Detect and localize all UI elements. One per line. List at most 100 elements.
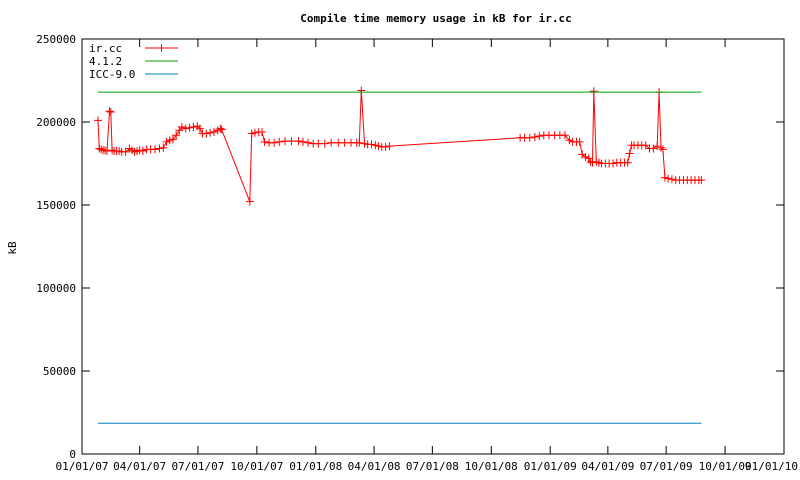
data-point bbox=[247, 129, 256, 138]
data-point bbox=[374, 142, 383, 151]
data-point bbox=[177, 122, 186, 131]
data-point bbox=[298, 137, 307, 146]
data-point bbox=[575, 137, 584, 146]
x-tick-label: 07/01/08 bbox=[406, 460, 459, 473]
x-tick-label: 01/01/09 bbox=[524, 460, 577, 473]
y-tick-label: 200000 bbox=[36, 116, 76, 129]
data-point bbox=[206, 128, 215, 137]
data-point bbox=[287, 137, 296, 146]
data-point bbox=[589, 87, 598, 96]
data-point bbox=[304, 138, 313, 147]
data-point bbox=[381, 142, 390, 151]
data-point bbox=[327, 138, 336, 147]
data-point bbox=[367, 140, 376, 149]
data-point bbox=[108, 146, 117, 155]
data-point bbox=[102, 147, 111, 156]
x-tick-label: 07/01/09 bbox=[640, 460, 693, 473]
data-point bbox=[625, 149, 634, 158]
chart-title: Compile time memory usage in kB for ir.c… bbox=[300, 12, 572, 25]
data-point bbox=[172, 131, 181, 140]
data-point bbox=[245, 197, 254, 206]
data-point bbox=[195, 124, 204, 133]
data-point bbox=[138, 147, 147, 156]
x-tick-label: 10/01/07 bbox=[230, 460, 283, 473]
data-point bbox=[385, 142, 394, 151]
legend-label: ICC-9.0 bbox=[89, 68, 135, 81]
x-tick-label: 01/01/08 bbox=[289, 460, 342, 473]
data-point bbox=[135, 146, 144, 155]
data-point bbox=[181, 124, 190, 133]
data-point bbox=[185, 123, 194, 132]
data-point bbox=[658, 145, 667, 154]
x-tick-label: 01/01/07 bbox=[56, 460, 109, 473]
plot-frame bbox=[81, 38, 785, 455]
data-point bbox=[697, 176, 706, 185]
data-point bbox=[657, 143, 666, 152]
data-point bbox=[623, 158, 632, 167]
y-tick-label: 50000 bbox=[43, 365, 76, 378]
data-point bbox=[155, 144, 164, 153]
data-point bbox=[209, 127, 218, 136]
series-layer bbox=[94, 86, 706, 424]
data-point bbox=[189, 122, 198, 131]
data-point bbox=[660, 173, 669, 182]
y-axis: 0 50000 100000 150000 200000 250000 bbox=[36, 33, 784, 461]
data-point bbox=[159, 143, 168, 152]
data-point bbox=[371, 141, 380, 150]
data-point bbox=[95, 144, 104, 153]
data-point bbox=[250, 128, 259, 137]
data-point bbox=[608, 159, 617, 168]
data-point bbox=[94, 116, 103, 125]
data-point bbox=[106, 108, 115, 117]
data-point bbox=[202, 129, 211, 138]
data-point bbox=[101, 146, 110, 155]
data-point bbox=[151, 145, 160, 154]
x-tick-label: 04/01/08 bbox=[348, 460, 401, 473]
legend-marker bbox=[157, 44, 166, 52]
data-point bbox=[294, 137, 303, 146]
data-point bbox=[216, 124, 225, 133]
data-point bbox=[641, 141, 650, 150]
data-point bbox=[360, 139, 369, 148]
data-point bbox=[162, 137, 171, 146]
data-point bbox=[535, 132, 544, 141]
data-point bbox=[357, 86, 366, 95]
data-point bbox=[653, 142, 662, 151]
legend-label: ir.cc bbox=[89, 42, 122, 55]
y-tick-label: 250000 bbox=[36, 33, 76, 46]
data-point bbox=[664, 174, 673, 183]
x-tick-label: 04/01/09 bbox=[581, 460, 634, 473]
x-tick-label: 10/01/08 bbox=[465, 460, 518, 473]
x-tick-label: 10/01/09 bbox=[699, 460, 752, 473]
x-tick-label: 07/01/07 bbox=[171, 460, 224, 473]
data-point bbox=[320, 139, 329, 148]
data-point bbox=[565, 136, 574, 145]
data-point bbox=[168, 135, 177, 144]
x-tick-label: 01/01/10 bbox=[745, 460, 798, 473]
data-point bbox=[260, 137, 269, 146]
legend-label: 4.1.2 bbox=[89, 55, 122, 68]
data-point bbox=[165, 136, 174, 145]
data-point bbox=[581, 152, 590, 161]
data-point bbox=[355, 138, 364, 147]
series-0 bbox=[94, 86, 706, 206]
data-point bbox=[121, 147, 130, 156]
data-point bbox=[560, 131, 569, 140]
data-point bbox=[257, 127, 266, 136]
data-point bbox=[525, 133, 534, 142]
y-axis-label: kB bbox=[6, 241, 19, 255]
data-point bbox=[530, 132, 539, 141]
data-point bbox=[270, 138, 279, 147]
x-tick-label: 04/01/07 bbox=[113, 460, 166, 473]
y-tick-label: 0 bbox=[69, 448, 76, 461]
data-point bbox=[275, 137, 284, 146]
data-point bbox=[217, 125, 226, 134]
data-point bbox=[667, 175, 676, 184]
data-point bbox=[97, 145, 106, 154]
y-tick-label: 100000 bbox=[36, 282, 76, 295]
data-point bbox=[105, 107, 114, 116]
x-axis: 01/01/07 04/01/07 07/01/07 10/01/07 01/01/08… bbox=[56, 39, 798, 473]
